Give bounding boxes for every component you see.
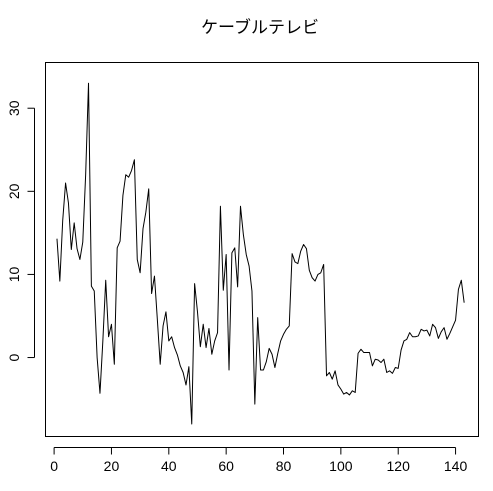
x-tick-label: 60 xyxy=(218,458,234,474)
x-tick-label: 20 xyxy=(104,458,120,474)
x-axis: 0 20 40 60 80 100 120 140 xyxy=(50,447,468,474)
x-tick-label: 0 xyxy=(50,458,58,474)
y-tick-label: 10 xyxy=(6,266,22,282)
x-tick-label: 40 xyxy=(161,458,177,474)
y-tick-label: 0 xyxy=(6,353,22,361)
x-tick-label: 120 xyxy=(387,458,411,474)
series-line xyxy=(56,82,465,425)
x-tick-label: 80 xyxy=(276,458,292,474)
chart-title: ケーブルテレビ xyxy=(201,17,319,38)
x-tick-label: 100 xyxy=(329,458,353,474)
plot-area xyxy=(56,82,465,425)
plot-frame xyxy=(45,62,479,437)
y-tick-label: 30 xyxy=(6,100,22,116)
y-tick-label: 20 xyxy=(6,183,22,199)
x-tick-label: 140 xyxy=(444,458,468,474)
y-axis: 0 10 20 30 xyxy=(6,100,35,361)
